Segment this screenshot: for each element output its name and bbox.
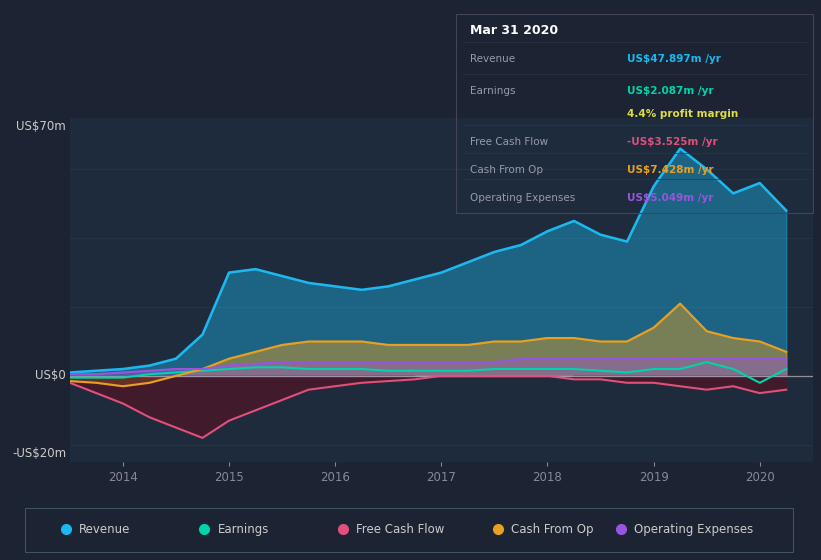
Text: Cash From Op: Cash From Op [511,522,594,536]
Text: US$7.428m /yr: US$7.428m /yr [627,165,713,175]
Text: US$5.049m /yr: US$5.049m /yr [627,193,713,203]
Text: Earnings: Earnings [470,86,516,96]
Text: Mar 31 2020: Mar 31 2020 [470,24,558,37]
Text: Free Cash Flow: Free Cash Flow [470,137,548,147]
Text: 4.4% profit margin: 4.4% profit margin [627,109,738,119]
Text: US$70m: US$70m [16,120,66,133]
Text: US$47.897m /yr: US$47.897m /yr [627,54,721,64]
Text: Cash From Op: Cash From Op [470,165,543,175]
Text: US$0: US$0 [35,370,66,382]
Text: Operating Expenses: Operating Expenses [470,193,576,203]
Text: US$2.087m /yr: US$2.087m /yr [627,86,713,96]
Text: Revenue: Revenue [470,54,515,64]
Text: -US$20m: -US$20m [12,446,66,460]
Text: Operating Expenses: Operating Expenses [635,522,754,536]
Text: Revenue: Revenue [79,522,130,536]
Text: Earnings: Earnings [218,522,269,536]
Text: Free Cash Flow: Free Cash Flow [356,522,445,536]
Text: -US$3.525m /yr: -US$3.525m /yr [627,137,718,147]
